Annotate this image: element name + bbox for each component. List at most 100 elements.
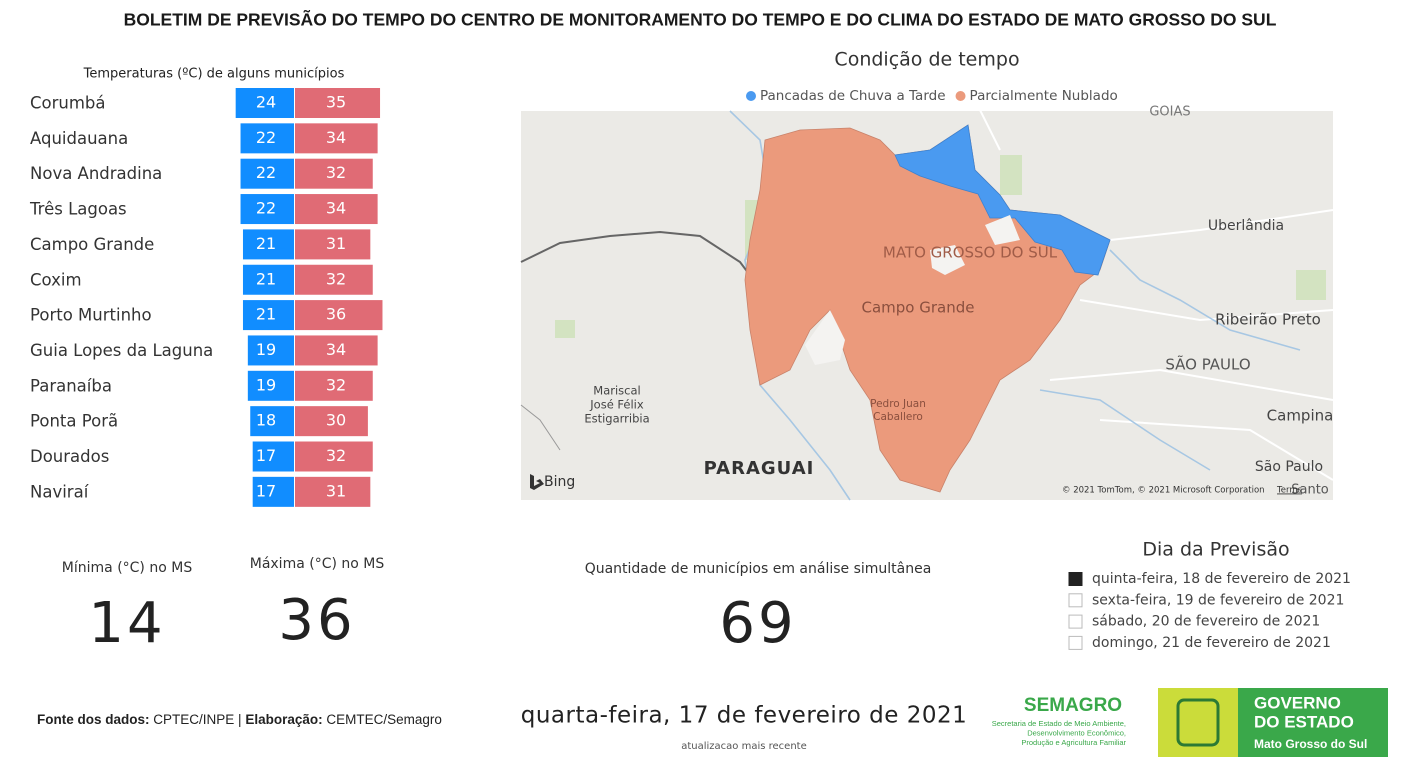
map-label: José Félix (589, 398, 644, 412)
bar (240, 158, 294, 189)
logo-emblem (1158, 688, 1238, 757)
data-label: 17 (256, 481, 276, 500)
bar (250, 406, 294, 437)
bar (295, 370, 373, 401)
data-label: 36 (326, 305, 346, 324)
bar (247, 370, 294, 401)
category-label: Campo Grande (30, 235, 154, 254)
semagro-subtitle: Secretaria de Estado de Meio Ambiente, (992, 719, 1126, 728)
category-label: Paranaíba (30, 376, 112, 395)
bar (242, 300, 294, 331)
bar (252, 441, 294, 472)
slicer-item[interactable]: quinta-feira, 18 de fevereiro de 2021 (1092, 571, 1351, 587)
footer-text: Fonte dos dados: (37, 712, 150, 727)
chart-title: Temperaturas (ºC) de alguns municípios (83, 67, 345, 82)
slicer-checkbox[interactable] (1068, 593, 1083, 608)
map-hole (805, 310, 845, 365)
map: GOIAS Uberlândia MATO GROSSO DO SUL Campo G… (520, 105, 1334, 501)
bar (295, 406, 368, 437)
category-label: Naviraí (30, 482, 90, 501)
page-title: BOLETIM DE PREVISÃO DO TEMPO DO CENTRO D… (124, 9, 1277, 30)
category-label: Coxim (30, 270, 82, 289)
data-label: 21 (256, 234, 276, 253)
gov-subtitle: Mato Grosso do Sul (1254, 737, 1367, 751)
border-line (520, 230, 753, 279)
map-label: São Paulo (1255, 459, 1323, 475)
semagro-subtitle: Produção e Agricultura Familiar (1021, 738, 1126, 747)
data-label: 18 (256, 411, 276, 430)
kpi-value: 14 (88, 591, 165, 656)
border-line (520, 404, 561, 451)
category-label: Aquidauana (30, 129, 128, 148)
kpi-label: Máxima (°C) no MS (250, 556, 385, 572)
bar (242, 264, 294, 295)
data-label: 19 (256, 340, 276, 359)
map-label: MATO GROSSO DO SUL (883, 244, 1058, 262)
gov-logo: GOVERNO (1254, 693, 1341, 712)
semagro-subtitle: Desenvolvimento Econômico, (1027, 728, 1126, 737)
slicer-item[interactable]: domingo, 21 de fevereiro de 2021 (1092, 635, 1331, 651)
slicer-title: Dia da Previsão (1142, 539, 1289, 561)
footer-text: CPTEC/INPE | (153, 712, 241, 727)
category-label: Ponta Porã (30, 412, 118, 431)
footer-date: quarta-feira, 17 de fevereiro de 2021 (521, 703, 968, 729)
data-label: 30 (326, 411, 346, 430)
map-title: Condição de tempo (834, 49, 1019, 71)
slicer-item[interactable]: sexta-feira, 19 de fevereiro de 2021 (1092, 592, 1344, 608)
data-label: 32 (326, 446, 346, 465)
map-label: GOIAS (1149, 105, 1190, 120)
slicer-checkbox[interactable] (1068, 635, 1083, 650)
kpi-value: 69 (719, 591, 796, 656)
gov-logo: DO ESTADO (1254, 712, 1354, 731)
map-label: Mariscal (593, 384, 640, 398)
legend-label: Pancadas de Chuva a Tarde (760, 88, 946, 104)
data-label: 22 (256, 163, 276, 182)
bar (295, 335, 378, 366)
bar (247, 335, 294, 366)
map-label: Campina (1267, 407, 1334, 425)
map-label: Estigarribia (584, 412, 649, 426)
bar (252, 476, 294, 507)
map-label: SÃO PAULO (1165, 355, 1250, 374)
data-label: 35 (326, 93, 346, 112)
data-label: 24 (256, 93, 276, 112)
bar (295, 123, 378, 154)
data-label: 34 (326, 340, 346, 359)
map-terms: Terms (1276, 486, 1303, 496)
slicer-item[interactable]: sábado, 20 de fevereiro de 2021 (1092, 614, 1320, 630)
data-label: 21 (256, 269, 276, 288)
region-rain (894, 124, 1111, 276)
bar (240, 123, 294, 154)
map-label: Santo (1291, 483, 1329, 498)
footer-text: Elaboração: (245, 712, 322, 727)
bar (295, 441, 373, 472)
data-label: 21 (256, 305, 276, 324)
bar (242, 229, 294, 260)
data-label: 34 (326, 128, 346, 147)
data-label: 31 (326, 234, 346, 253)
category-label: Nova Andradina (30, 164, 162, 183)
data-label: 22 (256, 199, 276, 218)
logo-emblem-shape (1176, 698, 1220, 747)
bar (295, 300, 383, 331)
category-label: Corumbá (30, 94, 106, 113)
bar (295, 158, 373, 189)
kpi-label: Mínima (°C) no MS (62, 560, 193, 576)
kpi-value: 36 (278, 588, 355, 653)
slicer-checkbox[interactable] (1068, 572, 1083, 586)
map-label: Campo Grande (862, 299, 975, 317)
footer-source: Fonte dos dados: CPTEC/INPE | Elaboração… (37, 712, 442, 727)
data-label: 32 (326, 163, 346, 182)
map-roads (979, 109, 1334, 481)
data-label: 32 (326, 375, 346, 394)
data-label: 19 (256, 375, 276, 394)
slicer-checkbox[interactable] (1068, 614, 1083, 629)
kpi-label: Quantidade de municípios em análise simu… (585, 561, 932, 577)
legend-marker (955, 91, 966, 101)
map-label: Uberlândia (1208, 218, 1284, 234)
map-copyright: © 2021 TomTom, © 2021 Microsoft Corporat… (1062, 486, 1265, 496)
footer-date-caption: atualizacao mais recente (681, 741, 807, 752)
map-label: Ribeirão Preto (1215, 311, 1321, 329)
data-label: 31 (326, 481, 346, 500)
